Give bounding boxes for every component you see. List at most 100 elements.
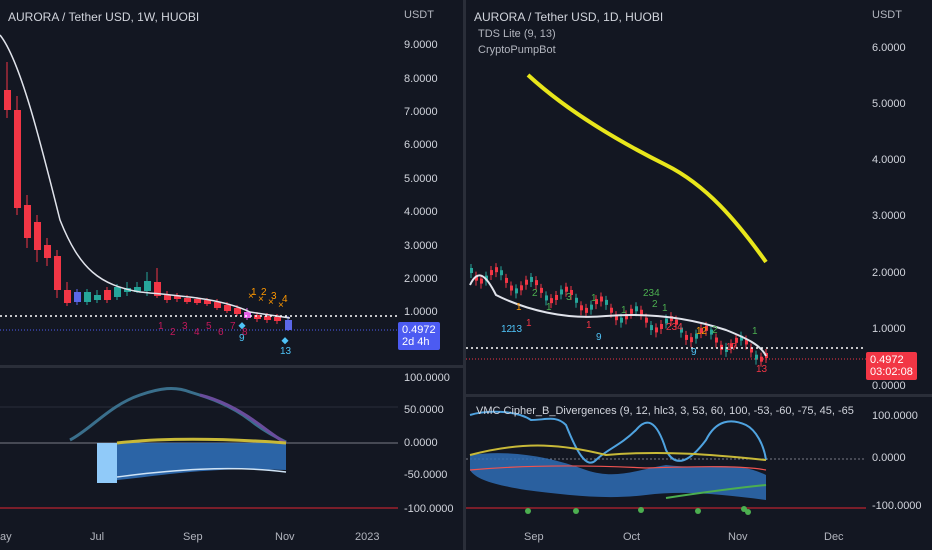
- candle-body: [725, 346, 728, 352]
- vmc-red-line: [469, 465, 767, 471]
- candle-body: [640, 309, 643, 315]
- price-unit: USDT: [404, 9, 434, 21]
- price-tick: 6.0000: [404, 139, 438, 151]
- candle-body: [14, 110, 21, 208]
- time-tick: Sep: [524, 531, 544, 543]
- td-sequential-number: 1: [752, 326, 758, 337]
- td-buy-count: 7: [230, 321, 236, 332]
- time-tick: 2023: [355, 531, 380, 543]
- td-sequential-number: 1: [516, 302, 522, 313]
- candle-body: [154, 282, 161, 296]
- chart-pane-daily[interactable]: 2 3 1 1 234 2 1 1 12 2 1 1 1 1 234 12 9 9 13 13 17 AURORA / …: [466, 0, 932, 550]
- td-setup-count: 3: [271, 291, 277, 302]
- chart-title: AURORA / Tether USD, 1W, HUOBI: [8, 10, 200, 24]
- td-sequential-number: 9: [596, 332, 602, 343]
- candle-body: [670, 316, 673, 322]
- td-sequential-number: 17: [726, 342, 738, 353]
- candle-body: [555, 294, 558, 300]
- candle-body: [540, 287, 543, 293]
- candle-body: [650, 325, 653, 331]
- candle-body: [505, 277, 508, 283]
- td-sequential-number: 2: [652, 299, 658, 310]
- chart-title: AURORA / Tether USD, 1D, HUOBI: [474, 10, 664, 24]
- tds-lite-label: TDS Lite (9, 13): [478, 28, 556, 40]
- candle-body: [214, 302, 221, 308]
- price-tick: 7.0000: [404, 106, 438, 118]
- osc-tick: 100.0000: [404, 372, 450, 384]
- buy-signal-dot: [573, 508, 579, 514]
- price-tick: 8.0000: [404, 73, 438, 85]
- osc-highlight-bar: [97, 443, 117, 483]
- td-buy-count: 1: [158, 321, 164, 332]
- candle-body: [54, 256, 61, 290]
- candle-body: [675, 319, 678, 325]
- candle-body: [164, 295, 171, 300]
- time-tick: Sep: [183, 531, 203, 543]
- candle-body: [660, 323, 663, 329]
- td-buy-count: 4: [194, 327, 200, 338]
- time-tick: Dec: [824, 531, 844, 543]
- candle-body: [530, 276, 533, 282]
- chart-pane-weekly[interactable]: × × × × 1 2 3 4 5 6 7 8 AURORA / Tether USD, 1W, HU…: [0, 0, 463, 550]
- bar-countdown: 03:02:08: [870, 366, 913, 378]
- price-tick: 1.0000: [404, 306, 438, 318]
- last-price-tag: 0.4972 2d 4h: [398, 322, 440, 350]
- td-sequential-number: 1: [662, 303, 668, 314]
- candle-body: [34, 222, 41, 250]
- td-buy-count: 5: [206, 321, 212, 332]
- pane-separator[interactable]: [466, 394, 932, 397]
- candle-body: [700, 328, 703, 334]
- candle-body: [730, 343, 733, 349]
- candle-body: [755, 354, 758, 360]
- osc-wave-line: [69, 386, 287, 444]
- td-buy-count: 6: [218, 327, 224, 338]
- bar-countdown: 2d 4h: [402, 336, 430, 348]
- td-sequential-number: 3: [566, 292, 572, 303]
- candle-body: [244, 312, 251, 318]
- candle-body: [760, 356, 763, 362]
- osc-tick: 100.0000: [872, 410, 918, 422]
- osc-tick: 0.0000: [872, 452, 906, 464]
- pane-divider[interactable]: [463, 0, 466, 550]
- cryptopumpbot-label: CryptoPumpBot: [478, 44, 556, 56]
- candle-body: [715, 337, 718, 343]
- candle-body: [480, 278, 483, 284]
- td-sell-marker: ×: [278, 300, 284, 311]
- td-sequential-number: 234: [643, 288, 660, 299]
- candle-body: [470, 268, 473, 273]
- td-sequential-number: 13: [756, 364, 768, 375]
- candle-body: [44, 245, 51, 258]
- candle-body: [525, 279, 528, 285]
- buy-signal-dot: [525, 508, 531, 514]
- last-price-tag: 0.4972 03:02:08: [866, 352, 917, 380]
- td-setup-count: 1: [251, 287, 257, 298]
- candle-body: [565, 286, 568, 292]
- candle-body: [84, 292, 91, 302]
- pane-separator[interactable]: [0, 365, 463, 368]
- td-sequential-number: 2: [712, 325, 718, 336]
- candle-body: [745, 339, 748, 345]
- candle-body: [495, 267, 498, 273]
- candle-body: [500, 270, 503, 276]
- td-buy-count: 2: [170, 327, 176, 338]
- last-price-value: 0.4972: [870, 354, 904, 366]
- short-moving-average-line: [469, 274, 767, 357]
- td-count-13: 13: [280, 346, 292, 357]
- td-sequential-number: 1: [546, 302, 552, 313]
- candle-body: [690, 337, 693, 343]
- vmc-cipher-label: VMC Cipher_B_Divergences (9, 12, hlc3, 3…: [476, 405, 854, 417]
- td-setup-count: 4: [282, 294, 288, 305]
- price-tick: 6.0000: [872, 42, 906, 54]
- candle-body: [515, 288, 518, 294]
- price-tick: 5.0000: [404, 173, 438, 185]
- candle-body: [24, 205, 31, 238]
- td-count-9: 9: [239, 333, 245, 344]
- candle-body: [610, 307, 613, 313]
- price-unit: USDT: [872, 9, 902, 21]
- td-buy-count: 8: [242, 327, 248, 338]
- osc-tick: -100.0000: [872, 500, 922, 512]
- candle-body: [74, 292, 81, 302]
- candle-body: [510, 285, 513, 291]
